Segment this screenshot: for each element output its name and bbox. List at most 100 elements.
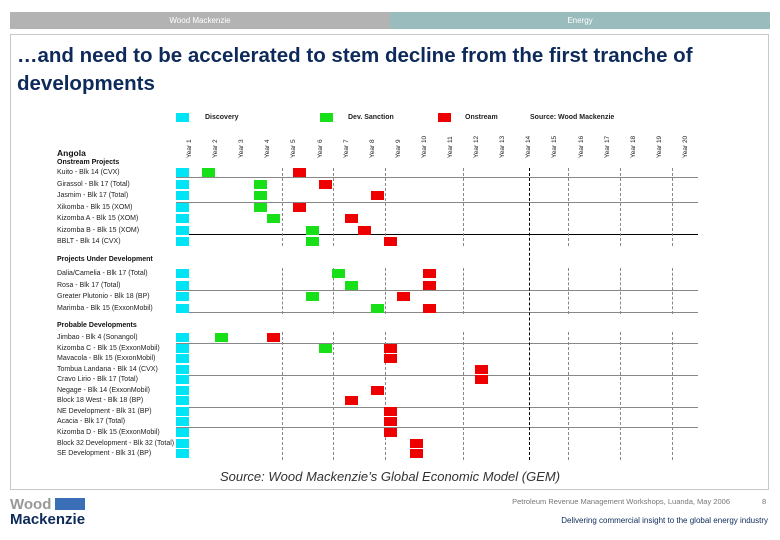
project-label: Girassol - Blk 17 (Total)	[57, 180, 130, 188]
onstream-marker	[423, 269, 436, 278]
project-label: Marimba - Blk 15 (ExxonMobil)	[57, 304, 153, 312]
project-label: Kizomba D - Blk 15 (ExxonMobil)	[57, 428, 160, 436]
tagline: Delivering commercial insight to the glo…	[561, 516, 768, 525]
year-label: Year 13	[499, 135, 507, 158]
project-label: Jimbao - Blk 4 (Sonangol)	[57, 334, 138, 341]
grid-line	[176, 407, 698, 408]
onstream-marker	[358, 225, 371, 235]
legend-label: Discovery	[205, 114, 239, 121]
discovery-marker	[176, 343, 189, 353]
discovery-marker	[176, 375, 189, 385]
discovery-marker	[176, 202, 189, 212]
grid-dashed-line	[672, 332, 673, 460]
grid-dashed-line	[672, 168, 673, 246]
sanction-marker	[254, 202, 267, 212]
onstream-marker	[345, 396, 358, 406]
legend-note: Source: Wood Mackenzie	[530, 114, 615, 121]
year-label: Year 12	[473, 135, 481, 158]
project-label: Tombua Landana - Blk 14 (CVX)	[57, 365, 158, 373]
onstream-marker	[384, 354, 397, 364]
year-label: Year 3	[238, 139, 246, 158]
sanction-marker	[306, 225, 319, 235]
grid-line	[176, 202, 698, 203]
year-label: Year 6	[316, 139, 324, 158]
sanction-marker	[254, 179, 267, 189]
project-label: Kizomba A - Blk 15 (XOM)	[57, 215, 139, 222]
year-label: Year 14	[525, 135, 533, 158]
project-label: Acacia - Blk 17 (Total)	[57, 418, 126, 426]
onstream-marker	[345, 214, 358, 223]
year-label: Year 11	[447, 136, 454, 158]
event-text: Petroleum Revenue Management Workshops, …	[512, 497, 730, 506]
grid-dashed-line	[333, 168, 334, 246]
discovery-marker	[176, 406, 189, 416]
grid-dashdot-line	[529, 168, 530, 460]
grid-dashed-line	[333, 332, 334, 460]
discovery-marker	[176, 303, 189, 313]
grid-dashed-line	[282, 332, 283, 460]
sanction-marker	[254, 191, 267, 200]
legend-swatch	[320, 113, 333, 122]
grid-line	[176, 375, 698, 376]
onstream-marker	[371, 191, 384, 200]
grid-dashed-line	[672, 268, 673, 314]
discovery-marker	[176, 237, 189, 246]
discovery-marker	[176, 417, 189, 427]
grid-dashed-line	[385, 332, 386, 460]
sanction-marker	[345, 280, 358, 290]
grid-dashed-line	[333, 268, 334, 314]
grid-dashed-line	[568, 268, 569, 314]
grid-dashed-line	[282, 268, 283, 314]
discovery-marker	[176, 427, 189, 437]
discovery-marker	[176, 168, 189, 177]
project-label: Mavacola - Blk 15 (ExxonMobil)	[57, 355, 156, 363]
discovery-marker	[176, 354, 189, 364]
legend-label: Dev. Sanction	[348, 114, 394, 121]
grid-dashed-line	[385, 168, 386, 246]
discovery-marker	[176, 191, 189, 200]
discovery-marker	[176, 396, 189, 406]
project-label: Greater Plutonio - Blk 18 (BP)	[57, 293, 150, 300]
project-label: BBLT - Blk 14 (CVX)	[57, 238, 121, 245]
onstream-marker	[475, 364, 488, 374]
onstream-marker	[423, 280, 436, 290]
project-label: Jasmim - Blk 17 (Total)	[57, 192, 129, 199]
discovery-marker	[176, 449, 189, 459]
onstream-marker	[319, 179, 332, 189]
year-label: Year 17	[603, 135, 611, 158]
year-label: Year 8	[368, 139, 376, 158]
onstream-marker	[410, 449, 423, 459]
header-left: Wood Mackenzie	[10, 12, 390, 29]
sanction-marker	[306, 292, 319, 301]
grid-dashed-line	[568, 332, 569, 460]
sanction-marker	[371, 303, 384, 313]
discovery-marker	[176, 225, 189, 235]
sanction-marker	[215, 333, 228, 342]
onstream-marker	[384, 406, 397, 416]
discovery-marker	[176, 333, 189, 342]
grid-line	[176, 234, 698, 235]
grid-line	[176, 312, 698, 313]
year-label: Year 15	[551, 135, 559, 158]
project-label: Rosa - Blk 17 (Total)	[57, 281, 121, 289]
onstream-marker	[384, 427, 397, 437]
grid-line	[176, 290, 698, 291]
grid-dashed-line	[282, 168, 283, 246]
grid-dashed-line	[463, 268, 464, 314]
grid-dashed-line	[385, 268, 386, 314]
project-label: SE Development - Blk 31 (BP)	[57, 450, 152, 458]
onstream-marker	[410, 438, 423, 448]
discovery-marker	[176, 280, 189, 290]
onstream-marker	[384, 237, 397, 246]
grid-dashed-line	[620, 332, 621, 460]
grid-line	[176, 427, 698, 428]
grid-dashed-line	[620, 168, 621, 246]
wood-mackenzie-logo: Wood Mackenzie	[10, 497, 86, 527]
sanction-marker	[306, 237, 319, 246]
onstream-marker	[371, 385, 384, 395]
grid-line	[176, 177, 698, 178]
sanction-marker	[332, 269, 345, 278]
year-label: Year 18	[629, 135, 637, 158]
legend-swatch	[176, 113, 189, 122]
